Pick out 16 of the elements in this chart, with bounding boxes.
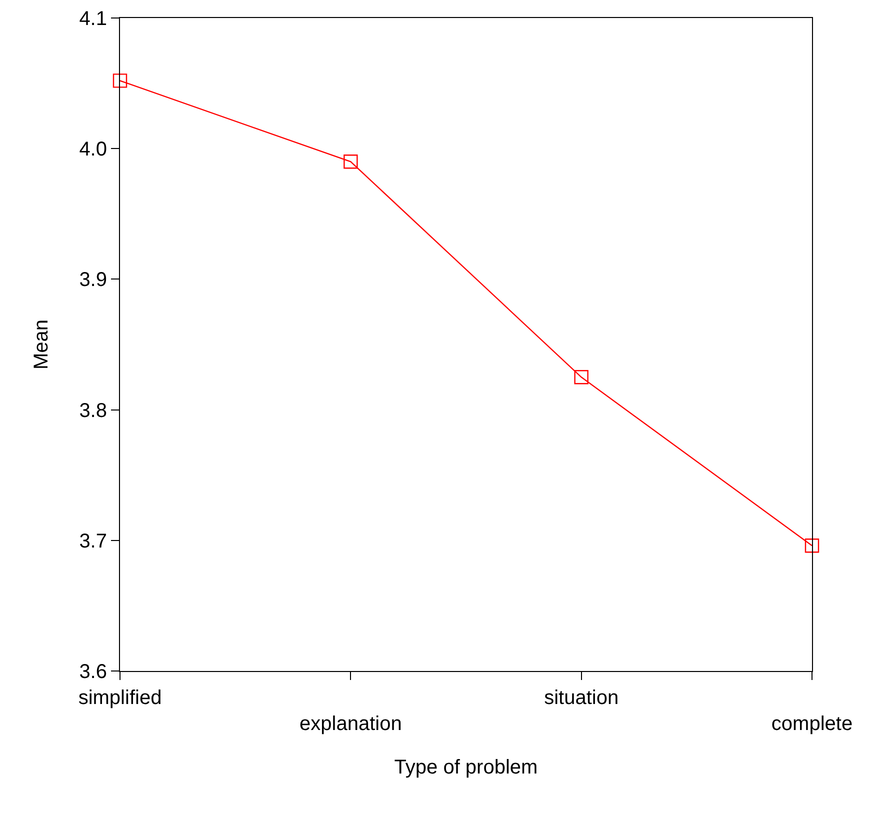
y-axis-title: Mean	[30, 319, 53, 370]
y-tick-label: 4.0	[79, 138, 107, 161]
point	[112, 74, 128, 88]
point	[574, 370, 588, 384]
y-tick-label: 3.7	[79, 530, 107, 552]
x-tick-label: situation	[544, 687, 619, 709]
y-tick-label: 3.8	[79, 400, 107, 422]
x-tick-label: complete	[771, 713, 853, 735]
x-tick-label: simplified	[78, 687, 162, 709]
x-axis-title: Type of problem	[394, 756, 538, 778]
y-tick-label: 3.9	[79, 269, 107, 292]
point	[804, 538, 820, 553]
x-tick-label: explanation	[300, 713, 402, 735]
y-tick-label: 4.1	[79, 8, 107, 30]
y-tick-label: 3.6	[79, 661, 107, 683]
point	[344, 154, 358, 169]
